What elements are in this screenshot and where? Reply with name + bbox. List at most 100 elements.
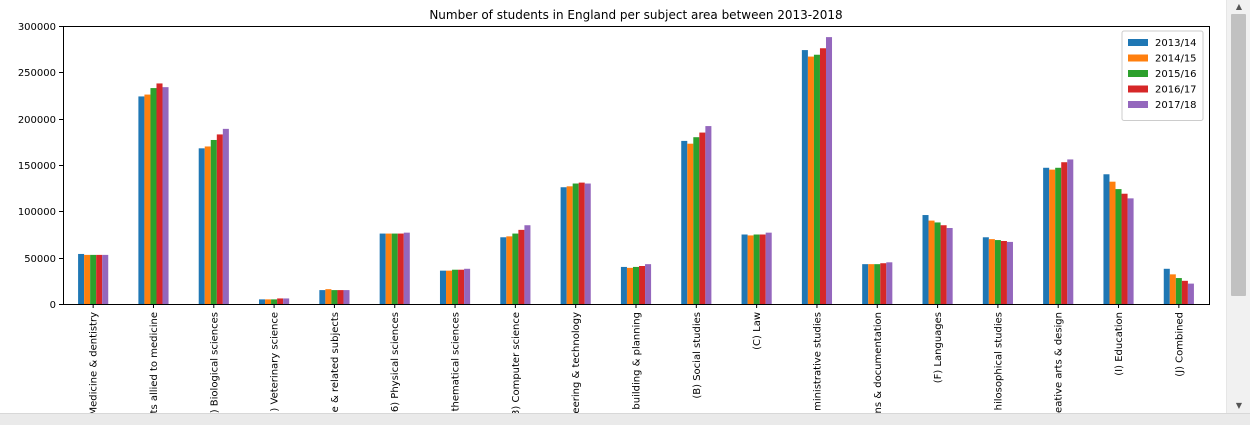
bar-2016-17-13 bbox=[880, 263, 887, 304]
bar-2014-15-9 bbox=[626, 267, 633, 304]
bar-2014-15-8 bbox=[566, 186, 573, 304]
bar-2017-18-10 bbox=[705, 126, 712, 304]
bar-2014-15-2 bbox=[204, 146, 211, 304]
bar-2016-17-1 bbox=[156, 83, 163, 304]
bar-2014-15-4 bbox=[325, 289, 332, 304]
bar-2017-18-18 bbox=[1187, 283, 1194, 304]
bar-2013-14-10 bbox=[681, 140, 688, 304]
bar-2013-14-12 bbox=[801, 50, 808, 305]
bar-2017-18-5 bbox=[403, 232, 410, 304]
bar-2016-17-16 bbox=[1061, 162, 1068, 304]
y-tick-label: 200000 bbox=[18, 115, 56, 126]
bar-2013-14-11 bbox=[741, 234, 748, 304]
bar-2015-16-4 bbox=[331, 290, 338, 304]
bar-2013-14-17 bbox=[1103, 174, 1110, 304]
bar-2015-16-18 bbox=[1175, 278, 1182, 304]
bar-2014-15-10 bbox=[687, 143, 694, 304]
bar-2017-18-1 bbox=[162, 87, 169, 304]
bar-2013-14-16 bbox=[1043, 167, 1050, 304]
bar-2016-17-7 bbox=[518, 229, 525, 304]
bar-2014-15-11 bbox=[747, 235, 754, 304]
bar-2015-16-6 bbox=[452, 269, 459, 304]
bar-2013-14-9 bbox=[620, 266, 627, 304]
bar-2017-18-3 bbox=[283, 298, 290, 304]
bar-2015-16-2 bbox=[210, 139, 217, 304]
bar-2016-17-8 bbox=[578, 182, 585, 304]
bar-2014-15-7 bbox=[506, 236, 513, 304]
bar-2014-15-14 bbox=[928, 220, 935, 304]
bar-2014-15-6 bbox=[446, 270, 453, 304]
bar-2017-18-17 bbox=[1127, 198, 1134, 304]
bar-2016-17-14 bbox=[940, 225, 947, 304]
bar-2013-14-8 bbox=[560, 187, 567, 304]
bar-2014-15-17 bbox=[1109, 181, 1116, 304]
bar-2014-15-13 bbox=[868, 264, 875, 304]
bar-2016-17-15 bbox=[1000, 240, 1007, 304]
bar-2013-14-3 bbox=[259, 299, 266, 304]
bar-2017-18-11 bbox=[765, 232, 772, 304]
bar-2014-15-1 bbox=[144, 94, 151, 304]
legend-box bbox=[1121, 30, 1204, 121]
legend-swatch bbox=[1128, 54, 1148, 62]
window-bottom-edge bbox=[0, 413, 1250, 425]
x-tick-label: building & planning bbox=[632, 312, 643, 410]
x-tick-label: (J) Combined bbox=[1174, 312, 1185, 377]
bar-2016-17-3 bbox=[277, 298, 284, 304]
bar-2015-16-1 bbox=[150, 88, 157, 304]
bars bbox=[78, 37, 1194, 305]
bar-2016-17-5 bbox=[397, 233, 404, 304]
bar-2014-15-15 bbox=[988, 239, 995, 304]
bar-2013-14-5 bbox=[379, 233, 386, 304]
bar-2016-17-4 bbox=[337, 290, 344, 304]
y-tick-label: 250000 bbox=[18, 68, 56, 79]
bar-2015-16-0 bbox=[90, 254, 97, 304]
y-tick-label: 150000 bbox=[18, 161, 56, 172]
bar-2014-15-0 bbox=[84, 254, 91, 304]
x-tick-label: ) Biological sciences bbox=[209, 312, 220, 413]
plot-frame bbox=[63, 26, 1210, 305]
x-tick-label: (F) Languages bbox=[933, 312, 944, 383]
bar-2015-16-17 bbox=[1115, 189, 1122, 304]
bar-2017-18-4 bbox=[343, 290, 350, 304]
bar-2013-14-0 bbox=[78, 253, 85, 304]
triangle-up-icon[interactable]: ▲ bbox=[1235, 2, 1243, 11]
bar-2016-17-12 bbox=[819, 48, 826, 304]
bar-2015-16-8 bbox=[572, 183, 579, 304]
bar-2013-14-2 bbox=[198, 148, 205, 304]
bar-2013-14-1 bbox=[138, 96, 145, 305]
vertical-scrollbar[interactable]: ▲ ▼ bbox=[1226, 0, 1250, 413]
bar-2015-16-7 bbox=[512, 233, 519, 304]
triangle-down-icon[interactable]: ▼ bbox=[1235, 401, 1243, 410]
bar-2013-14-7 bbox=[500, 237, 507, 304]
legend: 2013/14 2014/15 2015/16 2016/17 2017/18 bbox=[1121, 30, 1204, 121]
bar-2016-17-0 bbox=[96, 254, 103, 304]
bar-2016-17-10 bbox=[699, 132, 706, 304]
bar-2015-16-13 bbox=[874, 264, 881, 304]
bar-2014-15-12 bbox=[807, 56, 814, 304]
x-tick-label: e & related subjects bbox=[330, 312, 341, 412]
legend-label: 2014/15 bbox=[1155, 54, 1197, 65]
x-tick-label: ns & documentation bbox=[873, 312, 884, 413]
bar-2013-14-18 bbox=[1163, 268, 1170, 304]
legend-swatch bbox=[1128, 101, 1148, 108]
bar-2016-17-17 bbox=[1121, 193, 1128, 304]
y-axis: 0 50000 100000 150000 200000 250000 300000 bbox=[18, 22, 63, 311]
y-tick-label: 0 bbox=[50, 300, 56, 311]
legend-label: 2017/18 bbox=[1155, 100, 1197, 111]
chart: Number of students in England per subjec… bbox=[18, 8, 1210, 413]
bar-2016-17-11 bbox=[759, 234, 766, 304]
bar-2017-18-2 bbox=[222, 128, 229, 304]
bar-2016-17-18 bbox=[1181, 280, 1188, 304]
x-tick-label: 6) Physical sciences bbox=[390, 312, 401, 412]
legend-swatch bbox=[1128, 70, 1148, 77]
bar-2017-18-0 bbox=[102, 254, 109, 304]
bar-2017-18-13 bbox=[886, 262, 893, 304]
bar-2017-18-9 bbox=[645, 264, 652, 304]
x-tick-label: ministrative studies bbox=[812, 312, 823, 411]
bar-2015-16-14 bbox=[934, 222, 941, 304]
bar-2016-17-2 bbox=[216, 134, 223, 304]
bar-2015-16-5 bbox=[391, 233, 398, 304]
scrollbar-thumb[interactable] bbox=[1231, 14, 1246, 296]
bar-2014-15-5 bbox=[385, 233, 392, 304]
x-tick-label: hilosophical studies bbox=[993, 312, 1004, 410]
